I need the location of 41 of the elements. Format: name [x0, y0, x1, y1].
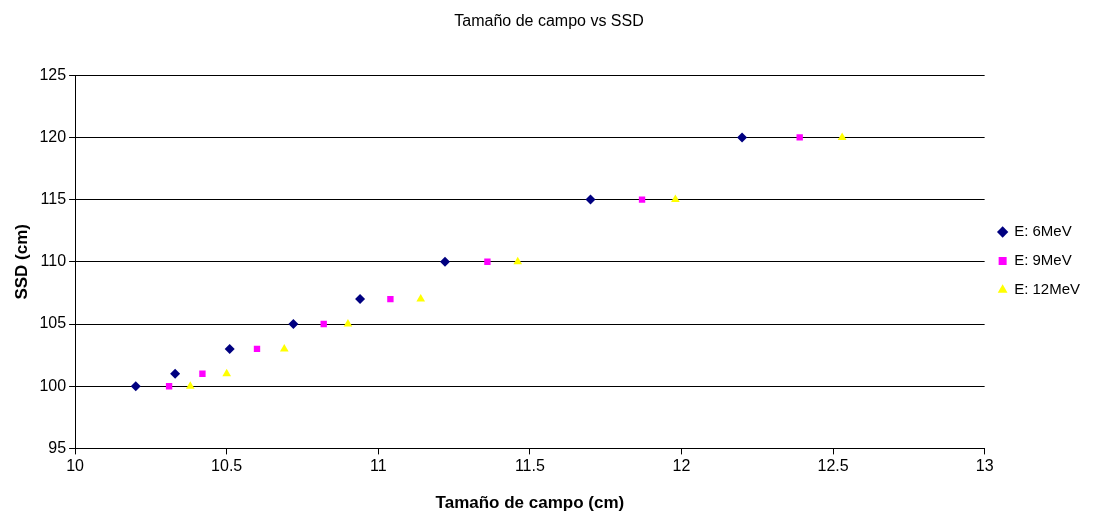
x-tick-label: 13	[975, 457, 994, 475]
point	[585, 194, 596, 205]
point	[439, 256, 450, 267]
point	[130, 381, 141, 392]
x-tick-label: 11	[369, 457, 387, 475]
point	[671, 194, 680, 203]
point	[224, 343, 235, 354]
point	[170, 368, 181, 379]
x-tick-label: 12	[672, 457, 691, 475]
legend-label: E: 6MeV	[1014, 222, 1072, 240]
point	[288, 319, 299, 329]
chart-title: Tamaño de campo vs SSD	[454, 12, 644, 30]
point	[513, 256, 523, 265]
point	[199, 370, 206, 377]
point	[416, 294, 426, 302]
y-tick-label: 95	[48, 438, 67, 456]
point	[796, 134, 803, 141]
y-tick-label: 100	[39, 376, 67, 394]
point	[638, 196, 646, 203]
y-tick-label: 115	[40, 190, 67, 208]
point	[343, 319, 353, 327]
point	[737, 132, 748, 143]
point	[279, 343, 289, 352]
point	[837, 132, 847, 140]
legend-label: E: 9MeV	[1014, 251, 1072, 269]
x-tick-label: 10	[66, 457, 85, 475]
y-tick-label: 105	[39, 314, 67, 332]
y-tick-label: 125	[39, 65, 67, 83]
x-axis-title: Tamaño de campo (cm)	[435, 493, 625, 513]
x-tick-label: 11.5	[514, 457, 545, 475]
point	[355, 294, 366, 305]
x-tick-label: 12.5	[817, 457, 849, 475]
point	[222, 368, 232, 377]
point	[185, 381, 195, 389]
y-tick-label: 120	[39, 127, 67, 145]
x-tick-label: 10.5	[211, 457, 243, 475]
y-tick-label: 110	[40, 252, 67, 270]
point	[484, 258, 491, 265]
y-axis-title: SSD (cm)	[11, 224, 31, 300]
point	[387, 295, 394, 303]
legend-label: E: 12MeV	[1014, 280, 1081, 298]
